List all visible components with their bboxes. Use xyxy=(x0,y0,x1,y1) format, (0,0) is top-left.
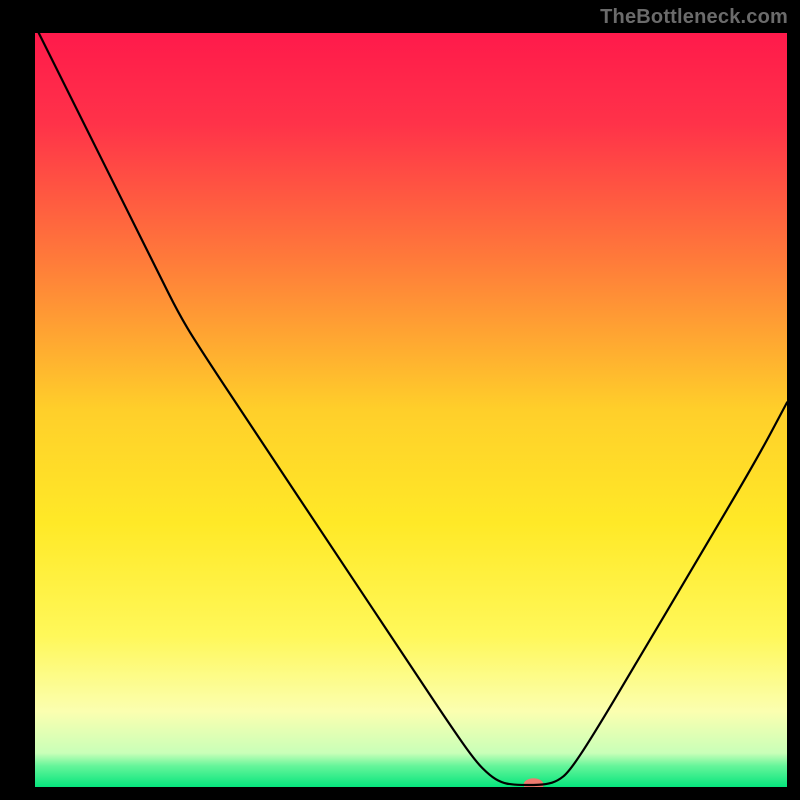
watermark-text: TheBottleneck.com xyxy=(600,6,788,29)
chart-frame: TheBottleneck.com xyxy=(0,0,800,800)
chart-svg xyxy=(35,33,787,787)
plot-area xyxy=(35,33,787,787)
gradient-background xyxy=(35,33,787,787)
